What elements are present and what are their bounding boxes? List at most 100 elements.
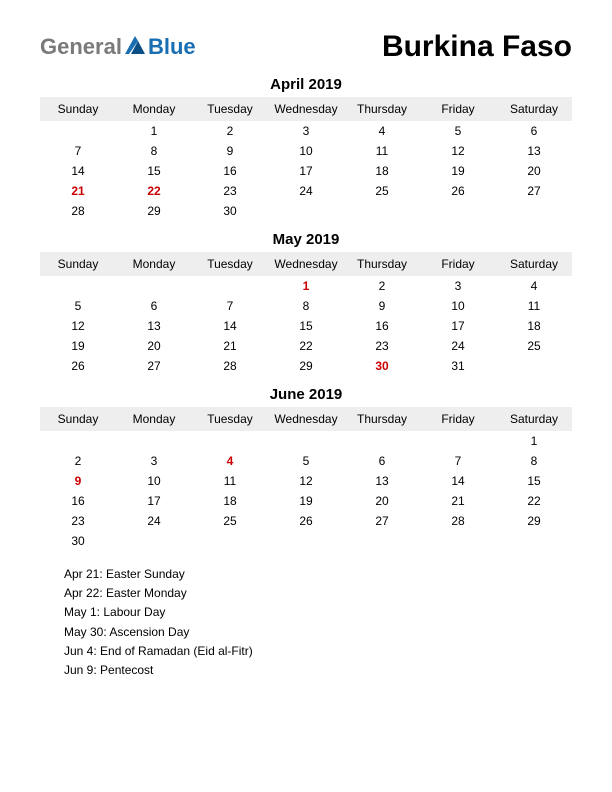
calendar-cell: 12 xyxy=(268,471,344,491)
day-header: Monday xyxy=(116,252,192,276)
calendar-cell xyxy=(40,121,116,141)
calendar-cell: 11 xyxy=(192,471,268,491)
day-header: Sunday xyxy=(40,97,116,121)
calendar-cell: 9 xyxy=(344,296,420,316)
calendar-cell: 21 xyxy=(192,336,268,356)
calendar-cell: 13 xyxy=(496,141,572,161)
calendar-cell: 6 xyxy=(344,451,420,471)
calendar-cell: 14 xyxy=(40,161,116,181)
calendar-cell: 20 xyxy=(344,491,420,511)
calendar-row: 567891011 xyxy=(40,296,572,316)
month-title: May 2019 xyxy=(40,231,572,248)
calendar-cell: 10 xyxy=(420,296,496,316)
calendar-cell: 7 xyxy=(192,296,268,316)
calendar-cell xyxy=(496,356,572,376)
calendar-row: 12131415161718 xyxy=(40,316,572,336)
calendar-row: 16171819202122 xyxy=(40,491,572,511)
calendar-cell: 7 xyxy=(420,451,496,471)
calendar-cell: 27 xyxy=(116,356,192,376)
calendar-row: 2345678 xyxy=(40,451,572,471)
calendar-cell: 15 xyxy=(268,316,344,336)
calendar-cell: 28 xyxy=(420,511,496,531)
calendar-cell: 10 xyxy=(268,141,344,161)
calendar-cell: 2 xyxy=(40,451,116,471)
calendar-cell: 9 xyxy=(40,471,116,491)
calendar-cell: 28 xyxy=(40,201,116,221)
calendar-row: 9101112131415 xyxy=(40,471,572,491)
country-title: Burkina Faso xyxy=(382,30,572,64)
calendar-cell: 6 xyxy=(496,121,572,141)
calendar-cell: 16 xyxy=(192,161,268,181)
calendar-cell: 14 xyxy=(420,471,496,491)
calendar-cell: 2 xyxy=(344,276,420,296)
day-header: Friday xyxy=(420,407,496,431)
calendar-cell: 3 xyxy=(116,451,192,471)
calendar-cell: 13 xyxy=(116,316,192,336)
calendar-cell: 10 xyxy=(116,471,192,491)
calendar-row: 21222324252627 xyxy=(40,181,572,201)
holiday-entry: Jun 9: Pentecost xyxy=(64,661,572,680)
calendar-cell: 3 xyxy=(268,121,344,141)
logo-text-general: General xyxy=(40,34,122,60)
calendar-cell: 20 xyxy=(116,336,192,356)
calendar-cell: 26 xyxy=(40,356,116,376)
calendar-cell: 16 xyxy=(40,491,116,511)
calendar-cell: 30 xyxy=(40,531,116,551)
calendar-cell xyxy=(496,531,572,551)
calendar-row: 19202122232425 xyxy=(40,336,572,356)
calendar-cell: 11 xyxy=(496,296,572,316)
day-header: Thursday xyxy=(344,407,420,431)
calendar-row: 23242526272829 xyxy=(40,511,572,531)
logo-triangle-icon xyxy=(125,34,145,60)
calendar-cell: 22 xyxy=(496,491,572,511)
calendar-cell xyxy=(192,431,268,451)
calendar-row: 123456 xyxy=(40,121,572,141)
calendar-cell: 7 xyxy=(40,141,116,161)
months-container: April 2019SundayMondayTuesdayWednesdayTh… xyxy=(40,76,572,551)
calendar-cell: 4 xyxy=(192,451,268,471)
calendar-cell xyxy=(192,276,268,296)
calendar-cell xyxy=(116,276,192,296)
calendar-cell: 19 xyxy=(40,336,116,356)
calendar-cell: 26 xyxy=(420,181,496,201)
calendar-cell: 31 xyxy=(420,356,496,376)
holiday-entry: May 1: Labour Day xyxy=(64,603,572,622)
day-header: Tuesday xyxy=(192,97,268,121)
calendar-cell: 24 xyxy=(116,511,192,531)
day-header: Friday xyxy=(420,252,496,276)
calendar-cell xyxy=(344,431,420,451)
day-header: Tuesday xyxy=(192,252,268,276)
calendar-table: SundayMondayTuesdayWednesdayThursdayFrid… xyxy=(40,252,572,376)
calendar-cell xyxy=(40,276,116,296)
calendar-cell: 14 xyxy=(192,316,268,336)
calendar-row: 78910111213 xyxy=(40,141,572,161)
holiday-entry: Jun 4: End of Ramadan (Eid al-Fitr) xyxy=(64,642,572,661)
calendar-cell: 4 xyxy=(344,121,420,141)
calendar-cell xyxy=(344,201,420,221)
calendar-cell xyxy=(268,531,344,551)
calendar-cell xyxy=(268,431,344,451)
calendar-cell: 8 xyxy=(116,141,192,161)
calendar-cell: 5 xyxy=(420,121,496,141)
calendar-cell: 6 xyxy=(116,296,192,316)
calendar-cell: 29 xyxy=(496,511,572,531)
calendar-cell: 15 xyxy=(116,161,192,181)
calendar-cell: 29 xyxy=(268,356,344,376)
calendar-cell: 22 xyxy=(268,336,344,356)
calendar-cell xyxy=(192,531,268,551)
day-header: Thursday xyxy=(344,97,420,121)
calendar-cell: 27 xyxy=(344,511,420,531)
calendar-row: 1 xyxy=(40,431,572,451)
calendar-cell: 5 xyxy=(40,296,116,316)
calendar-cell: 19 xyxy=(420,161,496,181)
calendar-cell: 11 xyxy=(344,141,420,161)
calendar-cell: 27 xyxy=(496,181,572,201)
day-header: Wednesday xyxy=(268,407,344,431)
calendar-cell: 9 xyxy=(192,141,268,161)
day-header: Sunday xyxy=(40,252,116,276)
calendar-table: SundayMondayTuesdayWednesdayThursdayFrid… xyxy=(40,97,572,221)
month-block: May 2019 SundayMondayTuesdayWednesdayThur… xyxy=(40,231,572,376)
calendar-cell xyxy=(268,201,344,221)
calendar-cell: 17 xyxy=(268,161,344,181)
calendar-cell: 21 xyxy=(40,181,116,201)
